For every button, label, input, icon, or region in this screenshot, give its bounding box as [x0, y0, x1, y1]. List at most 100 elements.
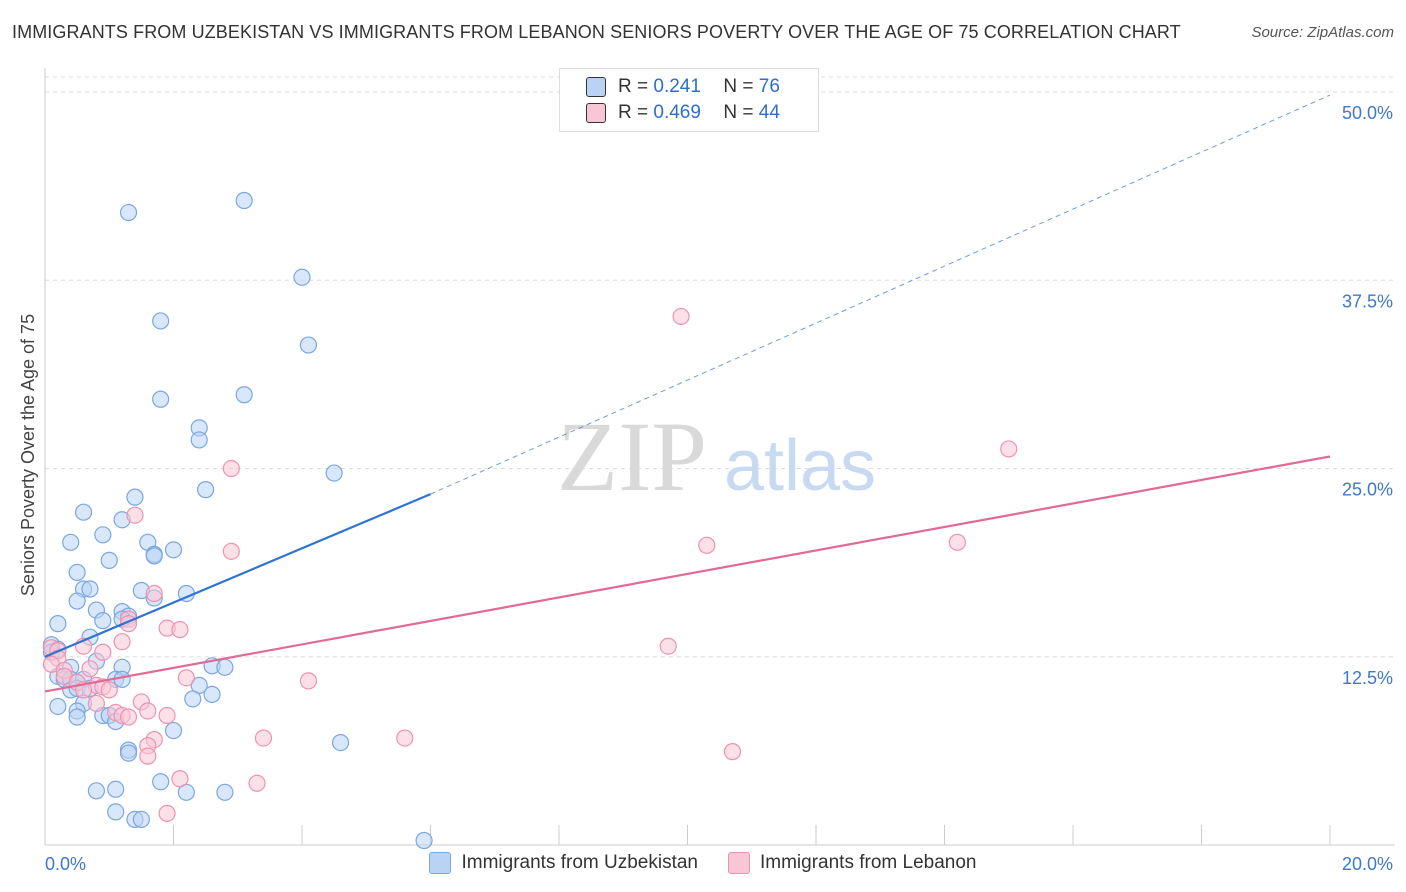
- point-uzbekistan: [68, 592, 86, 610]
- x-tick-label-max: 20.0%: [1342, 854, 1393, 874]
- n-value-lebanon: 44: [758, 102, 780, 123]
- point-lebanon: [396, 729, 414, 747]
- point-lebanon: [145, 584, 163, 603]
- point-lebanon: [171, 770, 189, 788]
- point-lebanon: [222, 459, 240, 478]
- trendline-uzbekistan: [44, 493, 431, 658]
- point-lebanon: [94, 643, 112, 661]
- point-uzbekistan: [87, 782, 106, 800]
- point-lebanon: [100, 681, 118, 699]
- legend-item-lebanon[interactable]: Immigrants from Lebanon: [728, 852, 977, 874]
- point-lebanon: [119, 708, 138, 726]
- trendline-lebanon: [44, 455, 1331, 693]
- point-uzbekistan: [119, 203, 138, 222]
- r-label: R =: [618, 102, 649, 123]
- r-value-uzbekistan: 0.241: [653, 76, 701, 97]
- point-uzbekistan: [235, 386, 253, 404]
- point-uzbekistan: [152, 773, 170, 791]
- point-uzbekistan: [325, 464, 343, 482]
- watermark-zip: ZIP: [557, 401, 707, 512]
- chart-title: IMMIGRANTS FROM UZBEKISTAN VS IMMIGRANTS…: [12, 22, 1181, 42]
- point-lebanon: [659, 637, 677, 655]
- point-lebanon: [139, 702, 157, 720]
- stats-swatch-uzbekistan: [586, 77, 606, 97]
- source-label: Source: ZipAtlas.com: [1251, 24, 1394, 41]
- point-uzbekistan: [415, 831, 433, 850]
- point-uzbekistan: [164, 721, 183, 740]
- x-tick-label-min: 0.0%: [45, 854, 86, 874]
- point-uzbekistan: [152, 390, 170, 408]
- point-lebanon: [248, 774, 266, 792]
- point-uzbekistan: [100, 551, 118, 569]
- point-uzbekistan: [299, 336, 318, 354]
- point-uzbekistan: [68, 708, 86, 726]
- point-lebanon: [126, 506, 144, 524]
- point-uzbekistan: [119, 744, 138, 762]
- y-axis-label: Seniors Poverty Over the Age of 75: [18, 314, 38, 596]
- point-lebanon: [158, 804, 176, 822]
- y-tick-label: 50.0%: [1342, 103, 1393, 123]
- point-uzbekistan: [197, 481, 215, 499]
- legend: Immigrants from Uzbekistan Immigrants fr…: [0, 852, 1406, 874]
- point-uzbekistan: [145, 547, 163, 565]
- point-lebanon: [113, 633, 131, 651]
- point-lebanon: [87, 694, 106, 713]
- point-uzbekistan: [132, 810, 150, 829]
- stats-row-lebanon: R = 0.469 N = 44: [586, 100, 780, 126]
- point-uzbekistan: [94, 612, 112, 630]
- point-uzbekistan: [62, 533, 80, 551]
- y-tick-label: 37.5%: [1342, 291, 1393, 311]
- point-lebanon: [723, 743, 742, 761]
- point-uzbekistan: [190, 431, 208, 449]
- watermark-atlas: atlas: [724, 426, 876, 506]
- n-label: N =: [723, 102, 754, 123]
- point-uzbekistan: [126, 488, 144, 506]
- y-tick-label: 25.0%: [1342, 480, 1393, 500]
- point-uzbekistan: [216, 783, 234, 801]
- point-lebanon: [139, 747, 157, 765]
- point-uzbekistan: [235, 191, 253, 210]
- point-uzbekistan: [203, 685, 221, 704]
- point-lebanon: [948, 533, 966, 551]
- point-uzbekistan: [81, 580, 99, 598]
- stats-swatch-lebanon: [586, 103, 606, 123]
- n-value-uzbekistan: 76: [758, 76, 780, 97]
- point-uzbekistan: [49, 615, 67, 633]
- point-uzbekistan: [152, 312, 170, 330]
- point-lebanon: [81, 660, 99, 678]
- point-lebanon: [672, 307, 690, 326]
- point-uzbekistan: [94, 526, 112, 544]
- point-lebanon: [1000, 440, 1018, 458]
- stats-row-uzbekistan: R = 0.241 N = 76: [586, 74, 780, 100]
- n-label: N =: [723, 76, 754, 97]
- point-lebanon: [158, 706, 176, 725]
- point-uzbekistan: [331, 733, 350, 752]
- point-lebanon: [171, 621, 189, 639]
- point-uzbekistan: [184, 690, 202, 708]
- point-lebanon: [698, 536, 716, 554]
- point-uzbekistan: [293, 268, 311, 286]
- point-uzbekistan: [164, 541, 183, 559]
- point-uzbekistan: [49, 697, 67, 716]
- point-lebanon: [254, 729, 273, 747]
- point-uzbekistan: [74, 503, 93, 521]
- grid-lines: [45, 76, 1395, 658]
- point-lebanon: [177, 669, 195, 687]
- legend-label-lebanon: Immigrants from Lebanon: [760, 852, 977, 873]
- point-lebanon: [222, 542, 240, 560]
- legend-swatch-lebanon: [728, 852, 750, 874]
- point-uzbekistan: [216, 658, 234, 676]
- trendline-uzbekistan-extension: [430, 94, 1331, 495]
- r-value-lebanon: 0.469: [653, 102, 701, 123]
- axes: [44, 68, 1395, 846]
- point-uzbekistan: [68, 563, 86, 582]
- point-uzbekistan: [107, 803, 125, 821]
- stats-box: R = 0.241 N = 76 R = 0.469 N = 44: [559, 68, 819, 132]
- watermark: ZIP atlas: [557, 401, 876, 512]
- r-label: R =: [618, 76, 649, 97]
- legend-label-uzbekistan: Immigrants from Uzbekistan: [461, 852, 698, 873]
- point-lebanon: [299, 672, 318, 690]
- legend-item-uzbekistan[interactable]: Immigrants from Uzbekistan: [429, 852, 698, 874]
- point-uzbekistan: [107, 780, 125, 798]
